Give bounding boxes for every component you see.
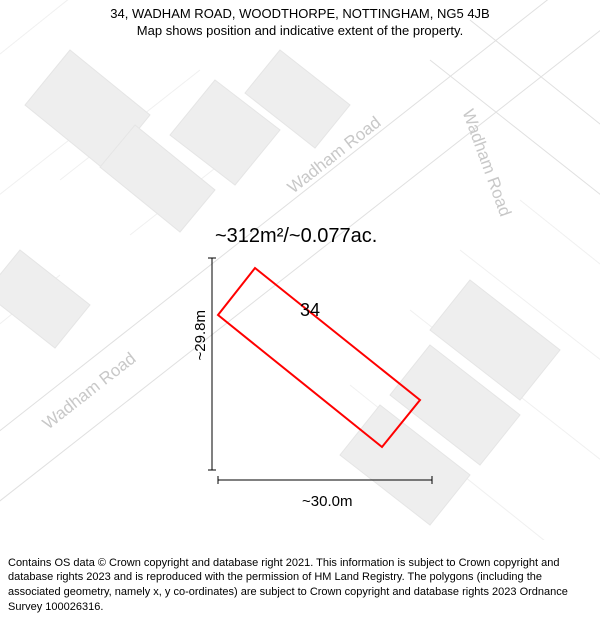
map-svg: [0, 0, 600, 540]
house-number: 34: [300, 300, 320, 321]
dimension-horizontal-label: ~30.0m: [302, 493, 352, 510]
header: 34, WADHAM ROAD, WOODTHORPE, NOTTINGHAM,…: [0, 6, 600, 38]
page-title: 34, WADHAM ROAD, WOODTHORPE, NOTTINGHAM,…: [0, 6, 600, 21]
dimension-vertical-label: ~29.8m: [192, 310, 209, 360]
page-subtitle: Map shows position and indicative extent…: [0, 23, 600, 38]
area-label: ~312m²/~0.077ac.: [215, 225, 377, 248]
copyright-footer: Contains OS data © Crown copyright and d…: [0, 550, 600, 625]
map-canvas: ~312m²/~0.077ac. ~29.8m ~30.0m 34 Wadham…: [0, 0, 600, 540]
